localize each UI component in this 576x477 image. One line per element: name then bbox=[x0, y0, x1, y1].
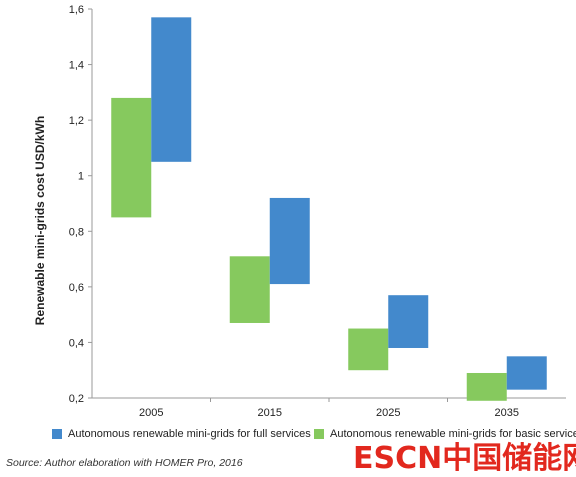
bar-full-services-2025 bbox=[388, 295, 429, 348]
y-tick-label: 0,6 bbox=[69, 282, 84, 294]
x-tick-label: 2015 bbox=[258, 407, 282, 419]
legend-item-full-services: Autonomous renewable mini-grids for full… bbox=[52, 428, 311, 440]
bar-full-services-2005 bbox=[151, 17, 192, 162]
y-tick-label: 1,2 bbox=[69, 115, 84, 127]
bar-basic-services-2025 bbox=[348, 328, 389, 371]
x-tick-label: 2025 bbox=[376, 407, 400, 419]
chart: 0,2 0,4 0,6 0,8 1 1,2 1,4 1,6 Renewable mini-gri… bbox=[33, 4, 566, 419]
y-tick-label: 0,8 bbox=[69, 226, 84, 238]
source-note: Source: Author elaboration with HOMER Pr… bbox=[6, 457, 243, 469]
legend-label-full-services: Autonomous renewable mini-grids for full… bbox=[68, 428, 311, 440]
y-tick-label: 0,4 bbox=[69, 337, 84, 349]
y-tick-label: 1 bbox=[78, 171, 84, 183]
legend-label-basic-services: Autonomous renewable mini-grids for basi… bbox=[330, 428, 576, 440]
bar-basic-services-2035 bbox=[466, 372, 507, 401]
bar-basic-services-2015 bbox=[229, 256, 270, 323]
x-tick-label: 2005 bbox=[139, 407, 163, 419]
bar-full-services-2035 bbox=[506, 356, 547, 390]
y-axis-title: Renewable mini-grids cost USD/kWh bbox=[33, 116, 47, 325]
bar-basic-services-2005 bbox=[111, 97, 152, 218]
legend-item-basic-services: Autonomous renewable mini-grids for basi… bbox=[314, 428, 576, 440]
watermark-logo: ESCN中国储能网 bbox=[353, 441, 576, 476]
bar-full-services-2015 bbox=[269, 197, 310, 285]
y-tick-label: 1,6 bbox=[69, 4, 84, 16]
y-tick-label: 0,2 bbox=[69, 393, 84, 405]
y-tick-label: 1,4 bbox=[69, 60, 84, 72]
x-tick-label: 2035 bbox=[495, 407, 519, 419]
legend-swatch-full-services bbox=[52, 429, 62, 439]
legend-swatch-basic-services bbox=[314, 429, 324, 439]
